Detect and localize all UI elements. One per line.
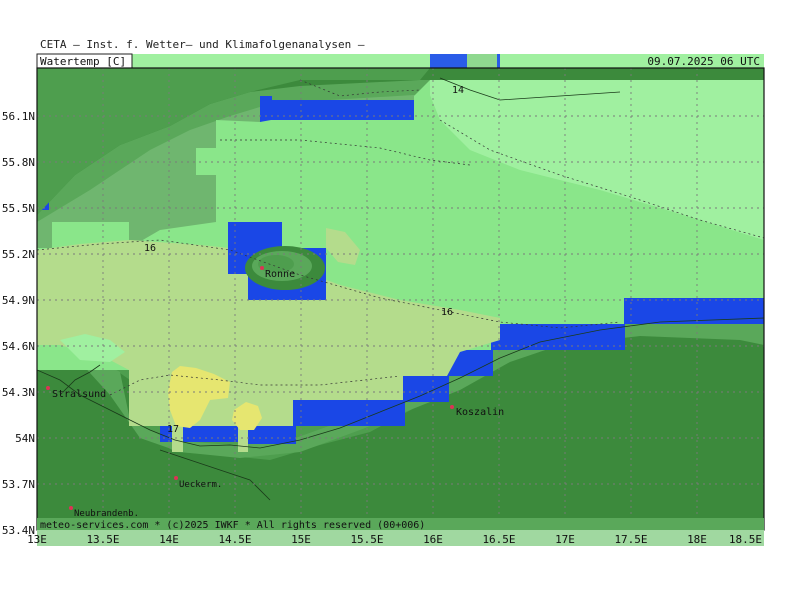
- lon-label: 17E: [555, 533, 575, 546]
- lat-label: 54.9N: [2, 294, 35, 307]
- lon-label: 15E: [291, 533, 311, 546]
- lat-label: 56.1N: [2, 110, 35, 123]
- isotherms: [37, 79, 764, 396]
- lon-label: 14.5E: [218, 533, 251, 546]
- lat-label: 55.5N: [2, 202, 35, 215]
- lon-label: 13E: [27, 533, 47, 546]
- water-17c-spot-1: [168, 366, 230, 428]
- city-label-koszalin: Koszalin: [456, 407, 504, 418]
- city-marker-ueckermuende: [174, 476, 178, 480]
- lat-label: 53.4N: [2, 524, 35, 537]
- city-label-neubrandenburg: Neubrandenb.: [74, 509, 139, 519]
- map-fields: [37, 68, 764, 530]
- header-bar: [37, 54, 764, 68]
- city-label-stralsund: Stralsund: [52, 389, 106, 400]
- latitude-labels: 56.1N 55.8N 55.5N 55.2N 54.9N 54.6N 54.3…: [2, 110, 35, 537]
- header-bar-green-strip: [467, 54, 497, 68]
- lon-label: 17.5E: [614, 533, 647, 546]
- lat-label: 54.6N: [2, 340, 35, 353]
- graticule: [37, 68, 764, 530]
- city-markers: Ronne Stralsund Koszalin Ueckerm. Neubra…: [46, 266, 504, 519]
- longitude-labels: 13E 13.5E 14E 14.5E 15E 15.5E 16E 16.5E …: [27, 533, 762, 546]
- city-marker-koszalin: [450, 405, 454, 409]
- lon-label: 18E: [687, 533, 707, 546]
- lon-label: 16E: [423, 533, 443, 546]
- lon-axis-band: [37, 530, 764, 546]
- contour-label-14: 14: [452, 85, 464, 96]
- lat-label: 53.7N: [2, 478, 35, 491]
- shelf-band-south: [37, 312, 764, 458]
- lon-label: 14E: [159, 533, 179, 546]
- water-16c-zone: [37, 240, 500, 452]
- water-17c-spot-2: [232, 402, 262, 430]
- land-north: [37, 68, 430, 215]
- lon-label: 16.5E: [482, 533, 515, 546]
- water-14c-patch-west: [60, 334, 125, 362]
- water-14c-zone: [430, 80, 764, 240]
- city-marker-ronne: [260, 266, 264, 270]
- lat-label: 55.8N: [2, 156, 35, 169]
- contour-label-17: 17: [167, 424, 179, 435]
- parameter-label: Watertemp [C]: [40, 55, 126, 68]
- footer-bar: [37, 518, 764, 530]
- lat-label: 55.2N: [2, 248, 35, 261]
- lon-label: 15.5E: [350, 533, 383, 546]
- city-label-ronne: Ronne: [265, 269, 295, 280]
- city-label-ueckermuende: Ueckerm.: [179, 480, 222, 490]
- city-marker-neubrandenburg: [69, 506, 73, 510]
- lat-label: 54.3N: [2, 386, 35, 399]
- contour-label-16-west: 16: [144, 243, 156, 254]
- city-marker-stralsund: [46, 386, 50, 390]
- contour-label-16-east: 16: [441, 307, 453, 318]
- lon-label: 13.5E: [86, 533, 119, 546]
- footer-credit: meteo-services.com * (c)2025 IWKF * All …: [40, 520, 425, 531]
- coastlines: [37, 77, 764, 501]
- lat-label: 54N: [15, 432, 35, 445]
- lon-label: 18.5E: [729, 533, 762, 546]
- datetime-label: 09.07.2025 06 UTC: [647, 55, 760, 68]
- bornholm-island: [258, 255, 294, 273]
- map-title: CETA — Inst. f. Wetter— und Klimafolgena…: [40, 38, 365, 51]
- bornholm-warm-patch: [326, 228, 360, 265]
